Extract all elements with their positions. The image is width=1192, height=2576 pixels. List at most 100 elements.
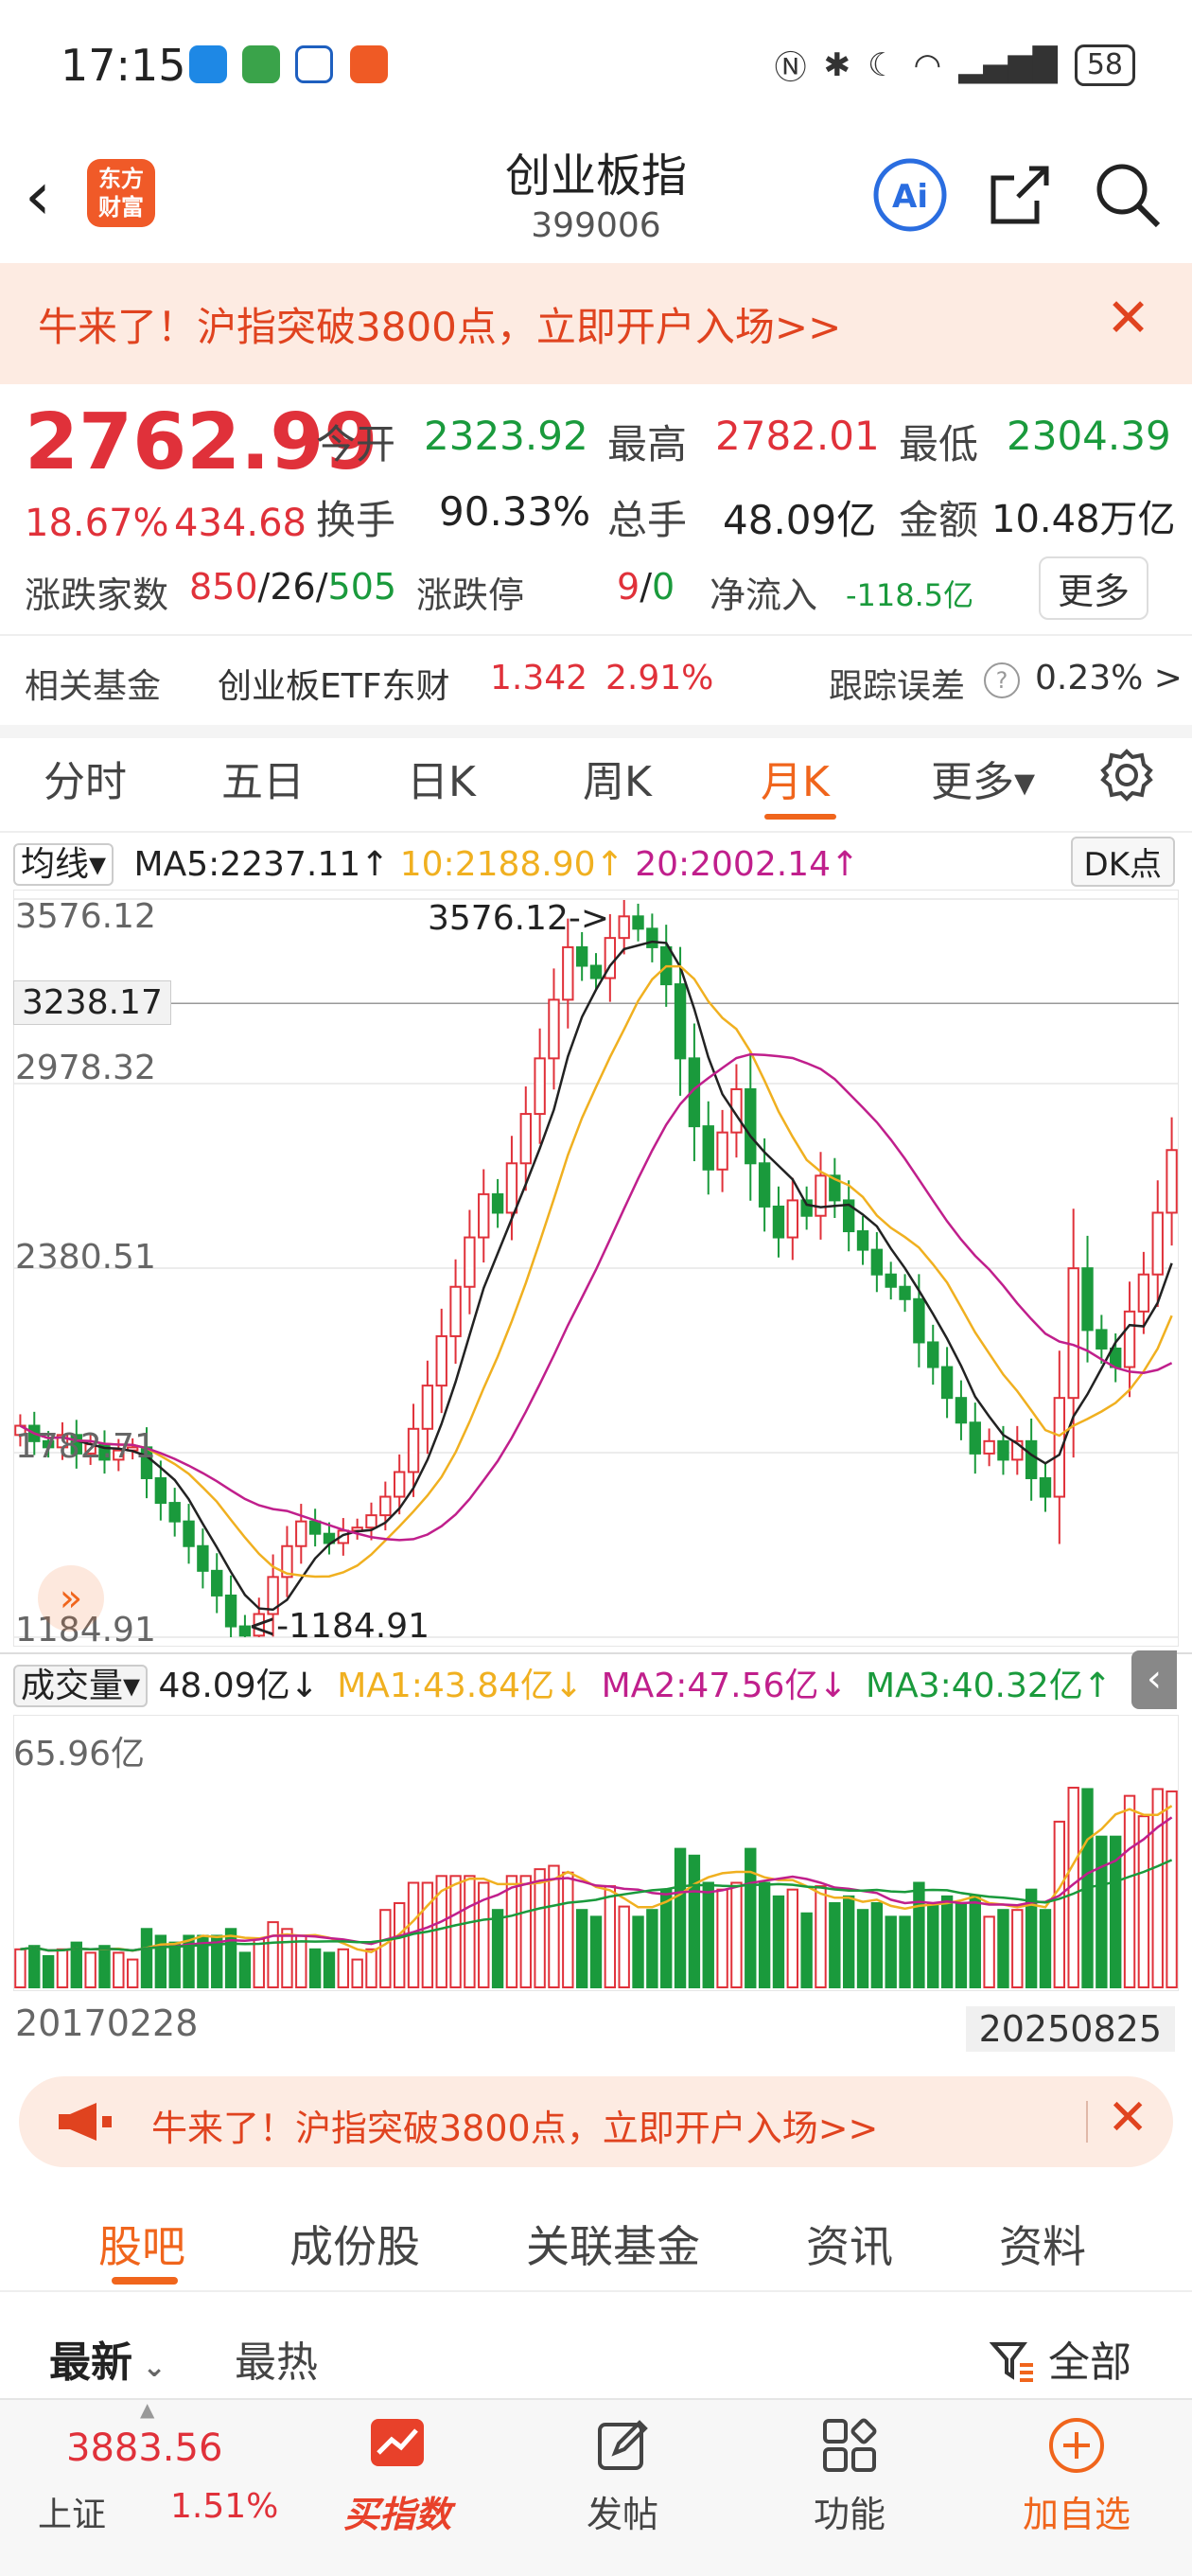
tab-profile[interactable]: 资料	[999, 2221, 1086, 2272]
candle-body	[519, 1113, 532, 1165]
limit-up: 9	[617, 566, 640, 608]
tab-news[interactable]: 资讯	[806, 2221, 893, 2272]
volume-indicator-select[interactable]: 成交量▾	[13, 1665, 149, 1707]
volume-bar	[183, 1934, 195, 1989]
volume-bar	[519, 1875, 532, 1988]
volume-bar	[126, 1958, 139, 1988]
back-icon[interactable]: ‹	[25, 157, 51, 235]
candle-body	[70, 1434, 82, 1455]
candle-body	[407, 1427, 420, 1473]
volume-bar	[379, 1909, 392, 1988]
tab-daily-k[interactable]: 日K	[407, 758, 476, 806]
volume-bar	[42, 1954, 55, 1989]
promo-text[interactable]: 牛来了！沪指突破3800点，立即开户入场>>	[38, 304, 842, 350]
candle-body	[815, 1174, 827, 1217]
volume-chart[interactable]	[13, 1715, 1179, 1991]
stock-code: 399006	[531, 206, 661, 245]
post-button[interactable]: 发帖	[586, 2494, 658, 2535]
amount-label: 金额	[899, 497, 979, 543]
collapse-panel-icon[interactable]: ‹	[1131, 1650, 1177, 1709]
tab-five-day[interactable]: 五日	[221, 758, 305, 806]
chart-trend-icon[interactable]	[367, 2415, 428, 2476]
volume-bar	[716, 1888, 728, 1988]
tab-intraday[interactable]: 分时	[44, 758, 127, 806]
sort-hot[interactable]: 最热	[235, 2338, 318, 2387]
volume-bar	[829, 1902, 841, 1989]
fund-name[interactable]: 创业板ETF东财	[218, 667, 450, 706]
tab-constituents[interactable]: 成份股	[289, 2221, 420, 2272]
tab-more[interactable]: 更多▾	[931, 758, 1036, 806]
expand-arrows-icon[interactable]: »	[38, 1565, 104, 1632]
end-date: 20250825	[965, 2006, 1175, 2052]
promo-banner-bottom[interactable]: 牛来了！沪指突破3800点，立即开户入场>> ✕	[19, 2076, 1173, 2167]
active-tab-indicator	[764, 814, 836, 820]
buy-index-button[interactable]: 买指数	[342, 2494, 451, 2535]
more-button[interactable]: 更多	[1039, 556, 1149, 620]
close-icon[interactable]: ✕	[1107, 2090, 1148, 2146]
volume-bar	[435, 1875, 447, 1988]
add-circle-icon[interactable]	[1046, 2415, 1107, 2476]
volume-bar	[548, 1864, 560, 1988]
volume-bar	[337, 1948, 350, 1988]
volume-bar	[168, 1941, 181, 1989]
sh-index-pct[interactable]: 1.51%	[170, 2487, 279, 2526]
candle-body	[997, 1439, 1009, 1461]
volume-bar	[1039, 1909, 1052, 1988]
app-icon	[242, 45, 280, 83]
netflow-value: -118.5亿	[846, 577, 974, 613]
tab-weekly-k[interactable]: 周K	[583, 758, 652, 806]
sh-index-value[interactable]: 3883.56	[66, 2426, 223, 2470]
close-icon[interactable]: ✕	[1106, 288, 1150, 349]
candle-body	[856, 1230, 869, 1251]
candle-body	[365, 1514, 377, 1529]
indicator-select[interactable]: 均线▾	[13, 843, 114, 886]
help-icon[interactable]: ?	[984, 662, 1020, 698]
change-pct: 18.67%	[25, 502, 169, 545]
kline-chart[interactable]	[13, 890, 1179, 1647]
volume-bar	[211, 1934, 223, 1989]
candle-body	[604, 937, 617, 979]
tab-monthly-k[interactable]: 月K	[761, 758, 830, 806]
volume-bar	[870, 1902, 884, 1989]
volume-bar	[1053, 1820, 1066, 1989]
candle-body	[1081, 1267, 1094, 1332]
volume-bar	[1151, 1788, 1164, 1988]
function-button[interactable]: 功能	[813, 2494, 885, 2535]
candle-body	[505, 1162, 518, 1214]
volume-bar	[365, 1948, 377, 1988]
track-value[interactable]: 0.23% >	[1035, 659, 1183, 697]
promo-banner[interactable]: 牛来了！沪指突破3800点，立即开户入场>> ✕	[0, 263, 1192, 384]
volume-bar	[14, 1948, 26, 1988]
adv-flat: 26	[270, 566, 316, 608]
candle-body	[56, 1434, 69, 1449]
share-icon[interactable]	[980, 155, 1060, 235]
sort-latest[interactable]: 最新 ⌄	[49, 2328, 167, 2389]
volume-bar	[983, 1915, 995, 1988]
sh-index-name[interactable]: 上证	[38, 2496, 107, 2534]
settings-gear-icon[interactable]	[1099, 748, 1154, 803]
ai-assistant-icon[interactable]: Ai	[870, 155, 950, 235]
candle-body	[435, 1334, 447, 1387]
dk-point-button[interactable]: DK点	[1070, 837, 1175, 887]
chevron-down-icon: ⌄	[132, 2351, 167, 2384]
volume-bar	[800, 1912, 813, 1989]
candle-body	[575, 945, 588, 967]
tab-stock-forum[interactable]: 股吧	[98, 2221, 185, 2272]
volume-bar	[308, 1948, 322, 1988]
candle-body	[281, 1544, 293, 1579]
grid-function-icon[interactable]	[819, 2415, 880, 2476]
promo-text[interactable]: 牛来了！沪指突破3800点，立即开户入场>>	[151, 2108, 879, 2149]
edit-post-icon[interactable]	[592, 2415, 653, 2476]
add-watchlist-button[interactable]: 加自选	[1022, 2494, 1131, 2535]
candle-body	[113, 1449, 125, 1461]
volume-bar	[997, 1909, 1009, 1988]
tab-related-funds[interactable]: 关联基金	[526, 2221, 700, 2272]
candle-body	[1011, 1439, 1024, 1461]
change-abs: 434.68	[174, 502, 307, 545]
candle-body	[646, 927, 658, 948]
candle-body	[295, 1520, 307, 1547]
volume-bar	[856, 1909, 869, 1988]
volume-bar	[618, 1905, 630, 1988]
search-icon[interactable]	[1088, 155, 1167, 235]
filter-all[interactable]: 全部	[989, 2328, 1131, 2389]
